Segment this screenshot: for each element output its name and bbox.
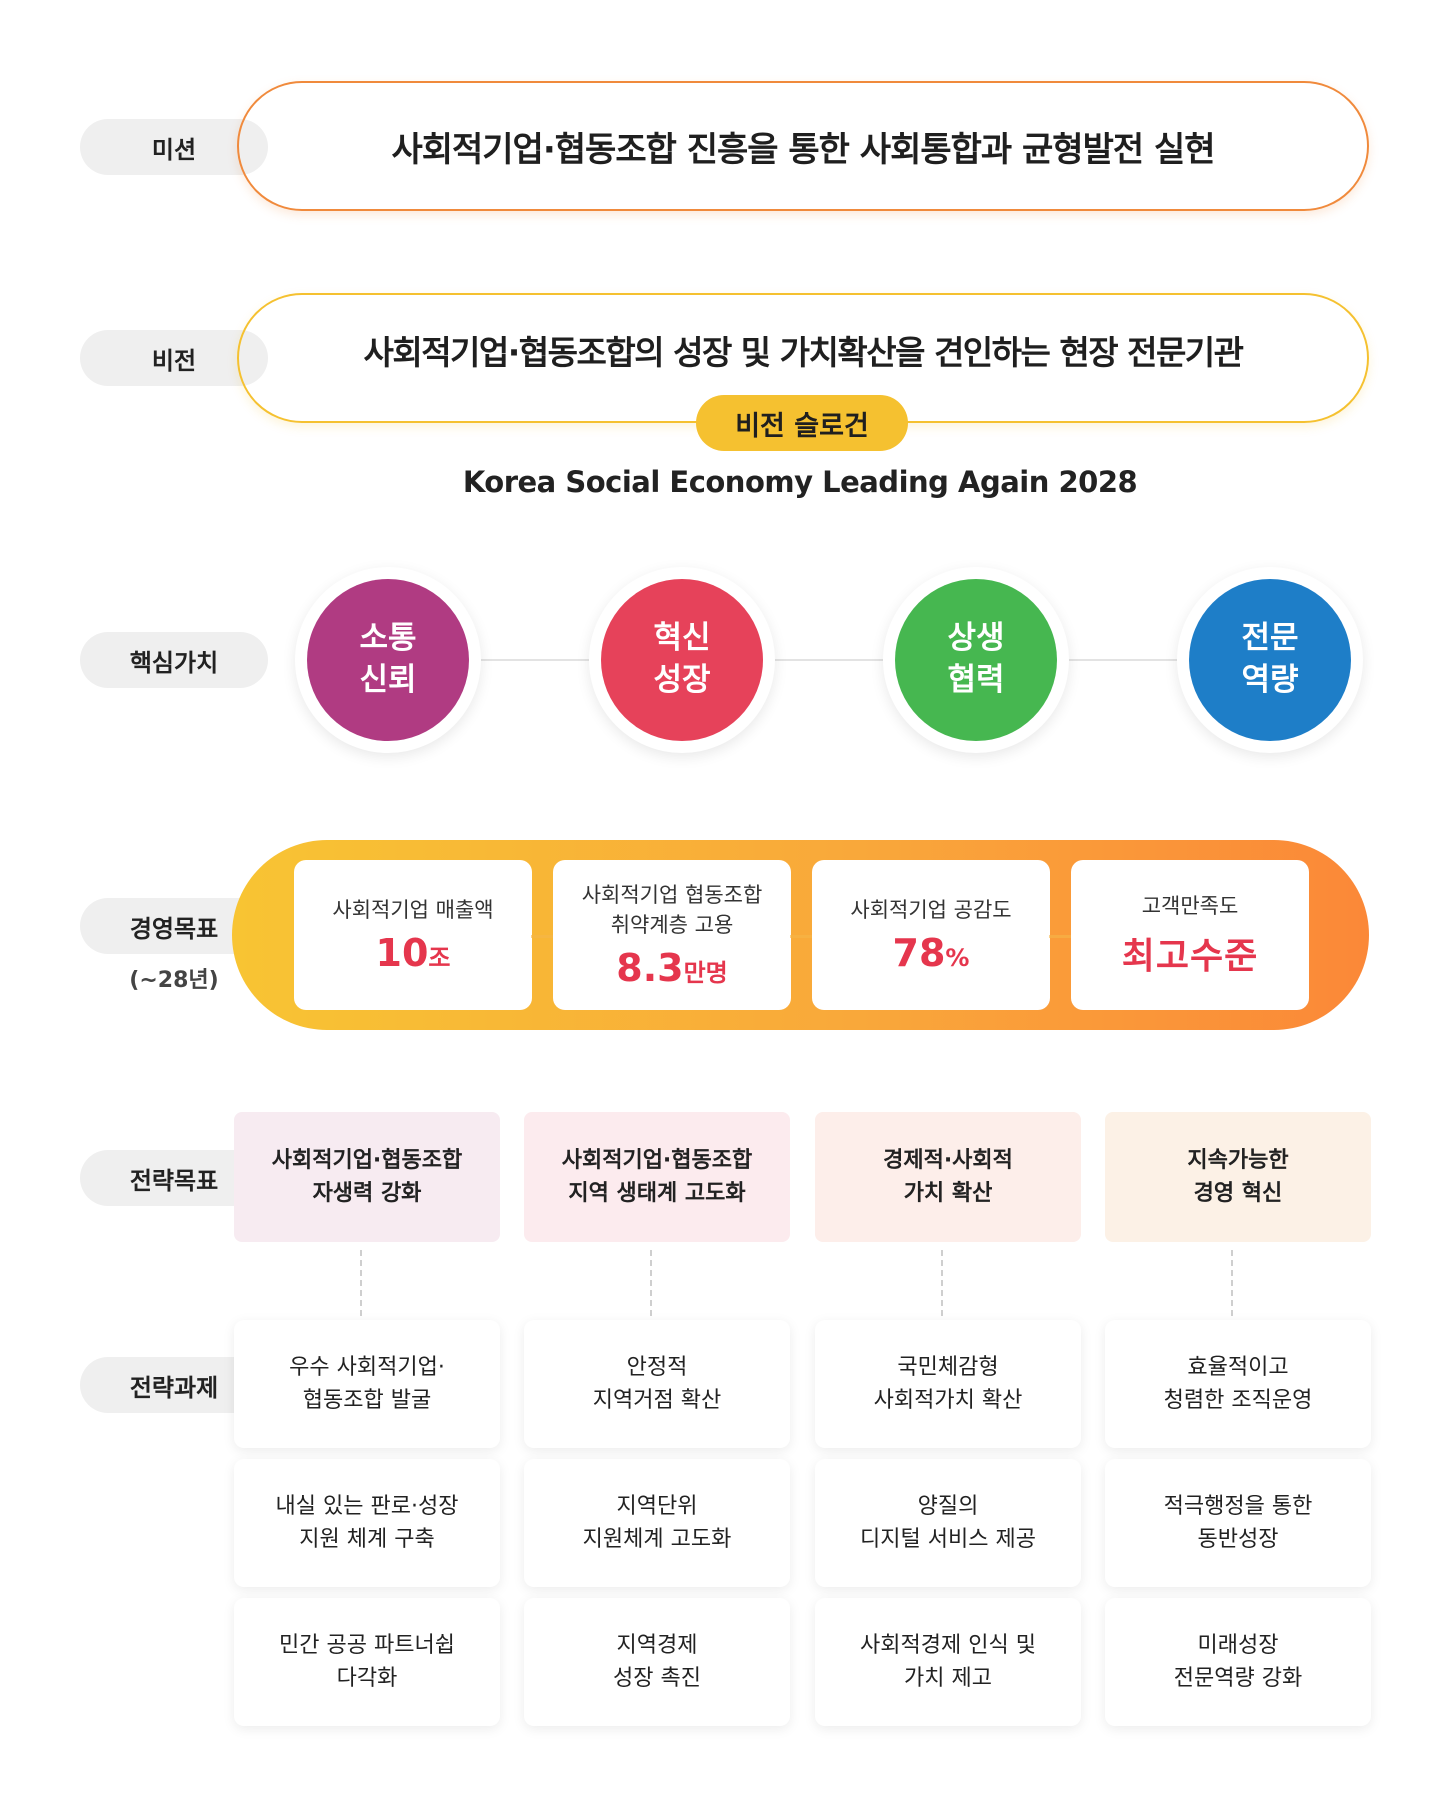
goal-value-unit: 만명 bbox=[683, 959, 728, 988]
core-value-line1: 혁신 bbox=[653, 620, 711, 657]
management-goal-card: 사회적기업 매출액 10조 bbox=[294, 860, 532, 1010]
strategic-task: 국민체감형 사회적가치 확산 bbox=[815, 1320, 1081, 1448]
strategic-goal-connector bbox=[360, 1250, 362, 1316]
strategic-goal-connector bbox=[1231, 1250, 1233, 1316]
goal-value: 78% bbox=[893, 931, 970, 975]
strategic-task: 지역경제 성장 촉진 bbox=[524, 1598, 790, 1726]
core-value-line2: 역량 bbox=[1241, 662, 1299, 698]
goal-card-connector bbox=[790, 935, 812, 938]
strategic-task: 양질의 디지털 서비스 제공 bbox=[815, 1459, 1081, 1587]
strategic-goal-connector bbox=[650, 1250, 652, 1316]
vision-text: 사회적기업·협동조합의 성장 및 가치확산을 견인하는 현장 전문기관 bbox=[363, 333, 1244, 372]
management-goal-card: 사회적기업 공감도 78% bbox=[812, 860, 1050, 1010]
strategic-task: 사회적경제 인식 및 가치 제고 bbox=[815, 1598, 1081, 1726]
vision-label: 비전 bbox=[80, 330, 268, 386]
strategic-task: 적극행정을 통한 동반성장 bbox=[1105, 1459, 1371, 1587]
core-value-line1: 전문 bbox=[1241, 620, 1299, 657]
strategic-task: 지역단위 지원체계 고도화 bbox=[524, 1459, 790, 1587]
strategic-goal: 사회적기업·협동조합 자생력 강화 bbox=[234, 1112, 500, 1242]
vision-statement: 사회적기업·협동조합의 성장 및 가치확산을 견인하는 현장 전문기관 bbox=[237, 293, 1369, 423]
core-value-line2: 성장 bbox=[653, 662, 711, 698]
mission-statement: 사회적기업·협동조합 진흥을 통한 사회통합과 균형발전 실현 bbox=[237, 81, 1369, 211]
core-value-line2: 협력 bbox=[947, 662, 1005, 698]
core-value-line2: 신뢰 bbox=[359, 662, 417, 698]
core-value-line1: 상생 bbox=[947, 620, 1005, 657]
mission-label: 미션 bbox=[80, 119, 268, 175]
strategic-task: 우수 사회적기업· 협동조합 발굴 bbox=[234, 1320, 500, 1448]
strategic-goal: 사회적기업·협동조합 지역 생태계 고도화 bbox=[524, 1112, 790, 1242]
slogan-badge: 비전 슬로건 bbox=[696, 395, 908, 451]
slogan-text: Korea Social Economy Leading Again 2028 bbox=[462, 465, 1138, 499]
goal-title: 고객만족도 bbox=[1141, 893, 1239, 918]
goal-value-unit: 조 bbox=[428, 944, 451, 973]
goal-value-number: 78 bbox=[892, 931, 946, 976]
goal-card-connector bbox=[531, 935, 553, 938]
goal-title: 사회적기업 공감도 bbox=[850, 897, 1012, 922]
strategic-task: 안정적 지역거점 확산 bbox=[524, 1320, 790, 1448]
goal-value-number: 10 bbox=[375, 931, 429, 976]
goal-title: 사회적기업 매출액 bbox=[332, 897, 494, 922]
goal-value-number: 8.3 bbox=[616, 946, 684, 991]
goal-value: 10조 bbox=[376, 931, 451, 975]
goal-value-unit: % bbox=[945, 944, 970, 973]
strategic-goal-connector bbox=[941, 1250, 943, 1316]
core-values-connector bbox=[388, 659, 1268, 661]
strategic-task: 미래성장 전문역량 강화 bbox=[1105, 1598, 1371, 1726]
management-goal-card: 사회적기업 협동조합 취약계층 고용 8.3만명 bbox=[553, 860, 791, 1010]
goal-card-connector bbox=[1049, 935, 1071, 938]
strategic-task: 효율적이고 청렴한 조직운영 bbox=[1105, 1320, 1371, 1448]
core-value-line1: 소통 bbox=[359, 620, 417, 657]
goal-value: 최고수준 bbox=[1122, 927, 1258, 979]
strategic-task: 민간 공공 파트너쉽 다각화 bbox=[234, 1598, 500, 1726]
goal-title: 사회적기업 협동조합 취약계층 고용 bbox=[581, 882, 763, 937]
goal-value-text: 최고수준 bbox=[1121, 936, 1259, 978]
strategic-goal: 지속가능한 경영 혁신 bbox=[1105, 1112, 1371, 1242]
goal-value: 8.3만명 bbox=[616, 946, 728, 990]
strategic-task: 내실 있는 판로·성장 지원 체계 구축 bbox=[234, 1459, 500, 1587]
management-goals-period: (~28년) bbox=[129, 968, 219, 993]
strategic-goal: 경제적·사회적 가치 확산 bbox=[815, 1112, 1081, 1242]
core-values-label: 핵심가치 bbox=[80, 632, 268, 688]
